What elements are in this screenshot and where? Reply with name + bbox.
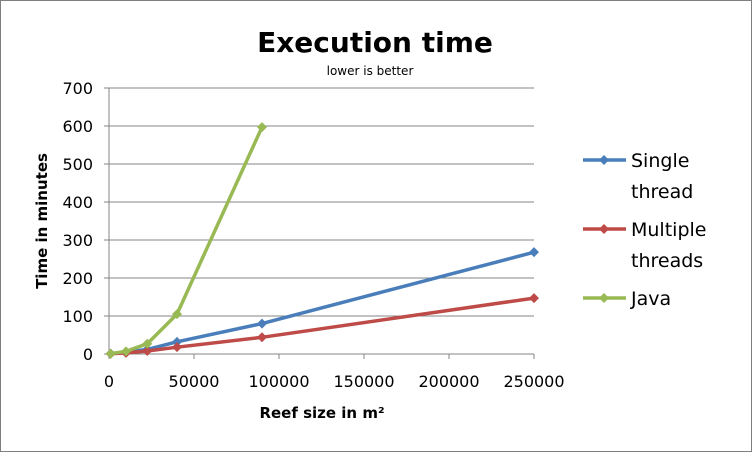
series-lines [105,122,539,359]
y-axis-title: Time in minutes [33,153,51,289]
y-tick-label: 400 [62,193,93,212]
data-point-java [257,122,267,133]
y-tick-label: 0 [83,345,93,364]
data-point-java [142,338,153,349]
x-tick-label: 100000 [248,372,309,391]
data-point-single-thread [172,336,182,347]
data-point-multiple-threads [172,342,182,353]
data-point-java [172,309,182,320]
chart-subtitle: lower is better [327,64,414,78]
x-tick-label: 250000 [503,372,564,391]
data-point-multiple-threads [142,345,153,356]
data-point-multiple-threads [257,332,267,343]
legend-label-java: Java [630,288,671,310]
y-tick-label: 300 [62,231,93,250]
legend-label-single-thread: Single thread [631,150,693,203]
data-point-single-thread [257,318,267,329]
x-tick-label: 150000 [333,372,394,391]
legend-label-multiple-threads: Multiple threads [631,219,706,272]
x-axis-title: Reef size in m² [259,404,384,422]
legend-marker-single-thread [599,155,609,165]
y-tick-label: 600 [62,117,93,136]
y-tick-label: 500 [62,155,93,174]
data-point-single-thread [529,247,539,258]
series-line-single-thread [110,250,535,356]
gridlines [109,87,534,317]
data-point-java [121,346,131,357]
chart-title: Execution time [257,26,493,59]
legend-marker-java [599,293,609,303]
x-tick-label: 0 [104,372,114,391]
legend-marker-multiple-threads [599,224,609,234]
data-point-java [105,348,116,359]
x-tick-label: 50000 [169,372,220,391]
x-tick-label: 200000 [418,372,479,391]
data-point-multiple-threads [529,293,539,304]
y-tick-label: 700 [62,79,93,98]
y-tick-label: 200 [62,269,93,288]
axes: 0 100 200 300 400 500 600 700 0 50000 100000 150000… [62,79,564,391]
legend: Single thread Multiple threads Java [583,150,706,310]
y-tick-label: 100 [62,307,93,326]
